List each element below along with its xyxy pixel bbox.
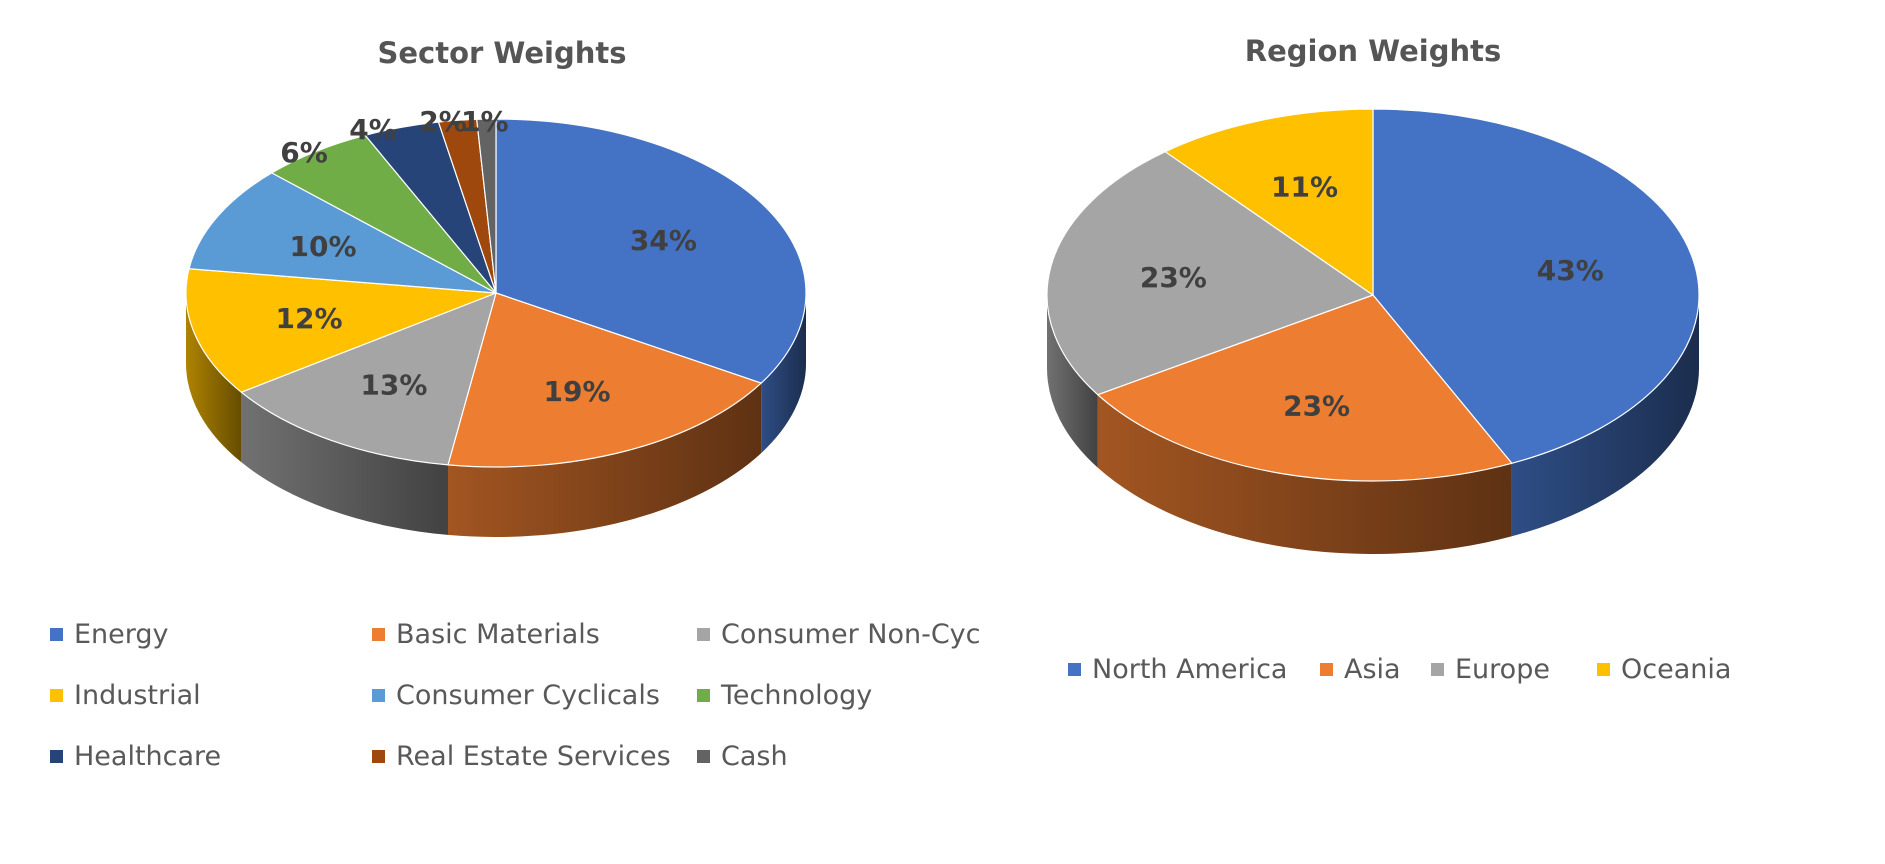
sector-weights-chart: Sector Weights 34%19%13%12%10%6%4% 2%-1% … bbox=[50, 36, 981, 772]
legend-swatch-north-america bbox=[1068, 663, 1081, 676]
legend-swatch-oceania bbox=[1597, 663, 1610, 676]
legend-swatch-cash bbox=[697, 750, 710, 763]
legend-swatch-industrial bbox=[50, 689, 63, 702]
legend-label-real-estate-services: Real Estate Services bbox=[396, 741, 671, 772]
legend-swatch-real-estate-services bbox=[372, 750, 385, 763]
legend-item-energy: Energy bbox=[50, 619, 169, 650]
slice-north-america bbox=[1372, 108, 1700, 464]
sector-chart-title: Sector Weights bbox=[377, 36, 626, 70]
legend-label-energy: Energy bbox=[74, 619, 169, 650]
slice-basic-materials bbox=[447, 292, 762, 468]
slice-oceania bbox=[1164, 108, 1374, 296]
region-legend: North America Asia Europe Oceania bbox=[1068, 654, 1731, 685]
slice-asia bbox=[1097, 294, 1513, 482]
data-label-energy: 34% bbox=[630, 224, 697, 257]
side-shade-basic-materials bbox=[447, 383, 762, 537]
data-label-healthcare: 4% bbox=[349, 113, 397, 146]
legend-item-industrial: Industrial bbox=[50, 680, 201, 711]
legend-label-industrial: Industrial bbox=[74, 680, 201, 711]
legend-label-basic-materials: Basic Materials bbox=[396, 619, 600, 650]
slice-consumer-non-cyc bbox=[240, 292, 497, 466]
legend-swatch-europe bbox=[1431, 663, 1444, 676]
region-data-labels: 43% 23% 23% 11% bbox=[1140, 170, 1604, 422]
data-label-consumer-cyclicals: 10% bbox=[290, 230, 357, 263]
legend-swatch-basic-materials bbox=[372, 628, 385, 641]
data-label-industrial: 12% bbox=[275, 302, 342, 335]
sector-legend: Energy Basic Materials Consumer Non-Cyc Ind… bbox=[50, 619, 981, 772]
data-label-north-america: 43% bbox=[1537, 254, 1604, 287]
data-label-cash: -1% bbox=[449, 105, 508, 138]
side-shade-energy bbox=[761, 293, 806, 454]
side-shade-europe bbox=[1047, 295, 1098, 468]
legend-label-healthcare: Healthcare bbox=[74, 741, 221, 772]
legend-label-technology: Technology bbox=[720, 680, 872, 711]
side-shade-asia bbox=[1097, 394, 1512, 555]
data-label-technology: 6% bbox=[280, 136, 328, 169]
slice-industrial bbox=[185, 268, 497, 393]
region-pie-sides bbox=[1047, 295, 1699, 555]
sector-pie-sides bbox=[186, 293, 806, 537]
legend-item-asia: Asia bbox=[1320, 654, 1401, 685]
legend-item-consumer-cyclicals: Consumer Cyclicals bbox=[372, 680, 660, 711]
legend-label-consumer-non-cyc: Consumer Non-Cyc bbox=[721, 619, 981, 650]
legend-item-consumer-non-cyc: Consumer Non-Cyc bbox=[697, 619, 981, 650]
legend-item-basic-materials: Basic Materials bbox=[372, 619, 600, 650]
legend-label-europe: Europe bbox=[1455, 654, 1550, 685]
side-shade-consumer-non-cyc bbox=[241, 392, 448, 535]
legend-label-consumer-cyclicals: Consumer Cyclicals bbox=[396, 680, 660, 711]
region-chart-title: Region Weights bbox=[1245, 34, 1501, 68]
legend-label-north-america: North America bbox=[1092, 654, 1287, 685]
region-pie-top bbox=[1046, 108, 1700, 482]
sector-pie-top bbox=[185, 118, 807, 468]
legend-swatch-healthcare bbox=[50, 750, 63, 763]
legend-item-oceania: Oceania bbox=[1597, 654, 1731, 685]
legend-swatch-asia bbox=[1320, 663, 1333, 676]
data-label-real-estate-services: 2% bbox=[419, 105, 467, 138]
slice-europe bbox=[1046, 151, 1374, 396]
legend-item-north-america: North America bbox=[1068, 654, 1287, 685]
slice-energy bbox=[495, 118, 807, 384]
legend-item-technology: Technology bbox=[697, 680, 872, 711]
sector-data-labels: 34% 19% 13% 12% 10% 6% 4% 2%-1% bbox=[275, 105, 696, 408]
legend-swatch-energy bbox=[50, 628, 63, 641]
data-label-basic-materials: 19% bbox=[544, 375, 611, 408]
data-label-consumer-non-cyc: 13% bbox=[360, 368, 427, 401]
legend-swatch-consumer-cyclicals bbox=[372, 689, 385, 702]
legend-item-real-estate-services: Real Estate Services bbox=[372, 741, 671, 772]
data-label-europe: 23% bbox=[1140, 261, 1207, 294]
legend-label-asia: Asia bbox=[1344, 654, 1401, 685]
data-label-asia: 23% bbox=[1283, 390, 1350, 423]
slice-cash bbox=[476, 118, 497, 294]
legend-item-healthcare: Healthcare bbox=[50, 741, 221, 772]
slice-consumer-cyclicals bbox=[188, 172, 497, 294]
data-label-oceania: 11% bbox=[1271, 170, 1338, 203]
side-shade-north-america bbox=[1511, 295, 1699, 537]
legend-item-cash: Cash bbox=[697, 741, 788, 772]
legend-label-cash: Cash bbox=[721, 741, 788, 772]
side-shade-industrial bbox=[186, 293, 242, 463]
legend-label-oceania: Oceania bbox=[1621, 654, 1731, 685]
region-weights-chart: Region Weights 43% 23% 23% 11% North Americ… bbox=[1046, 34, 1731, 685]
legend-item-europe: Europe bbox=[1431, 654, 1550, 685]
legend-swatch-consumer-non-cyc bbox=[697, 628, 710, 641]
legend-swatch-technology bbox=[697, 689, 710, 702]
